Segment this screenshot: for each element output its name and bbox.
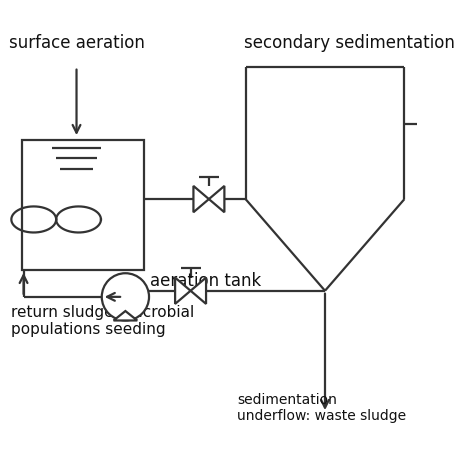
Bar bbox=[21, 140, 144, 270]
Polygon shape bbox=[114, 311, 137, 320]
Text: surface aeration: surface aeration bbox=[9, 35, 145, 53]
Text: aeration tank: aeration tank bbox=[150, 273, 261, 291]
Text: secondary sedimentation: secondary sedimentation bbox=[244, 35, 455, 53]
Polygon shape bbox=[175, 278, 191, 304]
Circle shape bbox=[102, 273, 149, 320]
Polygon shape bbox=[209, 186, 224, 212]
Polygon shape bbox=[193, 186, 209, 212]
Text: sedimentation
underflow: waste sludge: sedimentation underflow: waste sludge bbox=[237, 392, 407, 423]
Text: return sludge: microbial
populations seeding: return sludge: microbial populations see… bbox=[11, 305, 195, 337]
Polygon shape bbox=[191, 278, 206, 304]
